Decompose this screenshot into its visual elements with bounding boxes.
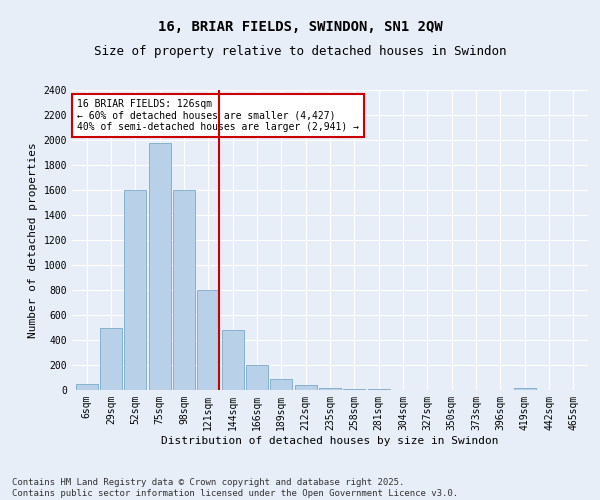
Bar bbox=[246, 365, 268, 390]
Bar bbox=[100, 328, 122, 390]
Bar bbox=[271, 379, 292, 390]
Text: Contains HM Land Registry data © Crown copyright and database right 2025.
Contai: Contains HM Land Registry data © Crown c… bbox=[12, 478, 458, 498]
Bar bbox=[173, 190, 195, 390]
Text: 16, BRIAR FIELDS, SWINDON, SN1 2QW: 16, BRIAR FIELDS, SWINDON, SN1 2QW bbox=[158, 20, 442, 34]
Bar bbox=[197, 290, 219, 390]
Bar bbox=[319, 388, 341, 390]
Text: 16 BRIAR FIELDS: 126sqm
← 60% of detached houses are smaller (4,427)
40% of semi: 16 BRIAR FIELDS: 126sqm ← 60% of detache… bbox=[77, 99, 359, 132]
Bar bbox=[149, 142, 170, 390]
Text: Size of property relative to detached houses in Swindon: Size of property relative to detached ho… bbox=[94, 45, 506, 58]
X-axis label: Distribution of detached houses by size in Swindon: Distribution of detached houses by size … bbox=[161, 436, 499, 446]
Bar bbox=[514, 388, 536, 390]
Bar bbox=[221, 330, 244, 390]
Bar bbox=[124, 190, 146, 390]
Y-axis label: Number of detached properties: Number of detached properties bbox=[28, 142, 38, 338]
Bar bbox=[76, 384, 98, 390]
Bar bbox=[343, 388, 365, 390]
Bar bbox=[295, 385, 317, 390]
